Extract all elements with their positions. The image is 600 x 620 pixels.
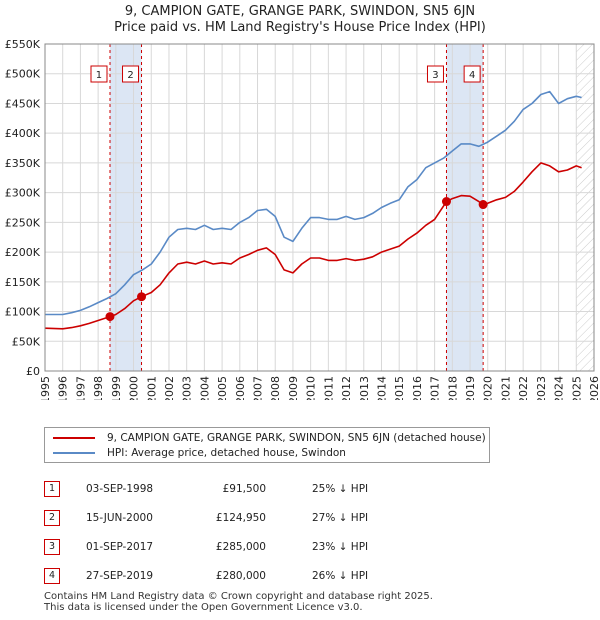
x-tick-label: 2025 xyxy=(570,376,583,400)
legend: 9, CAMPION GATE, GRANGE PARK, SWINDON, S… xyxy=(44,427,490,463)
sale-point xyxy=(137,292,147,302)
sale-hpi-diff: 23% ↓ HPI xyxy=(312,540,369,553)
x-tick-label: 2017 xyxy=(429,376,442,400)
x-tick-label: 2014 xyxy=(375,376,388,400)
y-tick-label: £300K xyxy=(5,187,41,200)
sale-price: £91,500 xyxy=(222,482,266,495)
x-tick-label: 2002 xyxy=(163,376,176,400)
footer: Contains HM Land Registry data © Crown c… xyxy=(44,591,433,613)
price-chart: £0 £50K £100K £150K £200K £250K £300K £350K £400… xyxy=(5,38,600,400)
x-tick-label: 1996 xyxy=(57,376,70,400)
sales-table: 1 03-SEP-1998 £91,500 25% ↓ HPI 2 15-JUN… xyxy=(44,474,368,590)
x-tick-label: 2011 xyxy=(322,376,335,400)
x-tick-label: 2013 xyxy=(358,376,371,400)
x-tick-label: 2007 xyxy=(252,376,265,400)
table-row: 3 01-SEP-2017 £285,000 23% ↓ HPI xyxy=(44,532,368,561)
sale-price: £280,000 xyxy=(215,569,266,582)
legend-label-price-paid: 9, CAMPION GATE, GRANGE PARK, SWINDON, S… xyxy=(107,432,486,444)
y-tick-label: £100K xyxy=(5,306,41,319)
sale-point xyxy=(478,200,488,210)
sale-hpi-diff: 25% ↓ HPI xyxy=(312,482,369,495)
footer-copyright: Contains HM Land Registry data © Crown c… xyxy=(44,591,433,602)
table-row: 2 15-JUN-2000 £124,950 27% ↓ HPI xyxy=(44,503,368,532)
y-tick-label: £450K xyxy=(5,97,41,110)
x-tick-label: 1997 xyxy=(74,376,87,400)
y-tick-label: £350K xyxy=(5,157,41,170)
x-tick-label: 2015 xyxy=(393,376,406,400)
sale-number-label: 1 xyxy=(96,70,102,81)
x-tick-label: 2009 xyxy=(287,376,300,400)
chart-title-line2: Price paid vs. HM Land Registry's House … xyxy=(114,20,486,35)
x-tick-label: 2005 xyxy=(216,376,229,400)
hpi-series-line xyxy=(45,90,582,316)
x-tick-label: 2021 xyxy=(499,376,512,400)
sale-date: 01-SEP-2017 xyxy=(86,540,154,553)
chart-title-line1: 9, CAMPION GATE, GRANGE PARK, SWINDON, S… xyxy=(124,4,476,19)
sale-number-badge: 2 xyxy=(44,509,60,526)
y-tick-label: £200K xyxy=(5,246,41,259)
x-tick-label: 2020 xyxy=(482,376,495,400)
sale-number-box xyxy=(463,65,481,83)
x-tick-label: 2012 xyxy=(340,376,353,400)
y-tick-label: £400K xyxy=(5,127,41,140)
sale-number-label: 3 xyxy=(432,70,438,81)
x-tick-label: 2024 xyxy=(553,376,566,400)
x-tick-label: 2010 xyxy=(305,376,318,400)
sale-point xyxy=(105,312,115,322)
table-row: 4 27-SEP-2019 £280,000 26% ↓ HPI xyxy=(44,561,368,590)
x-tick-label: 1999 xyxy=(110,376,123,400)
sale-number-box xyxy=(426,65,444,83)
y-tick-label: £150K xyxy=(5,276,41,289)
sale-number-badge: 4 xyxy=(44,567,60,584)
legend-item-price-paid: 9, CAMPION GATE, GRANGE PARK, SWINDON, S… xyxy=(53,431,486,445)
y-tick-label: £500K xyxy=(5,68,41,81)
x-tick-label: 2016 xyxy=(411,376,424,400)
sale-price: £285,000 xyxy=(215,540,266,553)
y-tick-label: £550K xyxy=(5,38,41,51)
sale-number-badge: 3 xyxy=(44,538,60,555)
x-tick-label: 2003 xyxy=(181,376,194,400)
plot-frame xyxy=(44,43,595,372)
y-tick-label: £50K xyxy=(12,335,41,348)
x-tick-label: 2000 xyxy=(128,376,141,400)
x-tick-label: 2004 xyxy=(198,376,211,400)
y-tick-label: £250K xyxy=(5,216,41,229)
x-tick-label: 1995 xyxy=(39,376,52,400)
sale-number-label: 2 xyxy=(127,70,133,81)
sale-number-box xyxy=(90,65,108,83)
sale-date: 15-JUN-2000 xyxy=(86,511,153,524)
x-tick-label: 2006 xyxy=(234,376,247,400)
sale-date: 03-SEP-1998 xyxy=(86,482,154,495)
footer-licence: This data is licensed under the Open Gov… xyxy=(44,602,363,613)
legend-label-hpi: HPI: Average price, detached house, Swin… xyxy=(107,447,346,459)
x-tick-label: 2018 xyxy=(446,376,459,400)
sale-number-badge: 1 xyxy=(44,480,60,497)
x-tick-label: 2019 xyxy=(464,376,477,400)
legend-swatch-hpi xyxy=(53,452,95,454)
forecast-hatch xyxy=(576,44,594,371)
sale-price: £124,950 xyxy=(215,511,266,524)
x-tick-label: 2026 xyxy=(588,376,600,400)
y-tick-label: £0 xyxy=(26,365,40,378)
x-tick-label: 2001 xyxy=(145,376,158,400)
sale-date: 27-SEP-2019 xyxy=(86,569,154,582)
sale-hpi-diff: 27% ↓ HPI xyxy=(312,511,369,524)
sale-number-label: 4 xyxy=(469,70,475,81)
sale-hpi-diff: 26% ↓ HPI xyxy=(312,569,369,582)
legend-swatch-price-paid xyxy=(53,437,95,439)
x-tick-label: 2008 xyxy=(269,376,282,400)
x-tick-label: 1998 xyxy=(92,376,105,400)
x-tick-label: 2023 xyxy=(535,376,548,400)
sale-number-box xyxy=(122,65,140,83)
sale-period-shade xyxy=(109,44,142,371)
legend-item-hpi: HPI: Average price, detached house, Swin… xyxy=(53,446,346,460)
x-tick-label: 2022 xyxy=(517,376,530,400)
sale-point xyxy=(441,197,451,207)
table-row: 1 03-SEP-1998 £91,500 25% ↓ HPI xyxy=(44,474,368,503)
